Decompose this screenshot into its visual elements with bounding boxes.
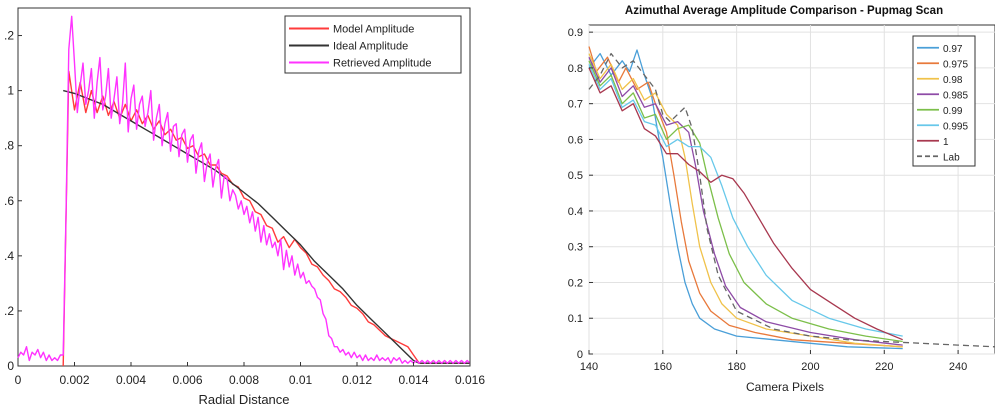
left-y-tick-label: .2 bbox=[4, 304, 14, 318]
right-y-tick-label: 0.3 bbox=[568, 242, 583, 254]
left-x-tick-label: 0.002 bbox=[59, 373, 89, 387]
right-y-tick-label: 0.2 bbox=[568, 277, 583, 289]
right-legend-label: Lab bbox=[943, 152, 960, 163]
left-lines bbox=[17, 15, 471, 367]
right-grid bbox=[588, 25, 995, 355]
right-legend-label: 0.975 bbox=[943, 59, 968, 70]
left-x-tick-label: 0.004 bbox=[116, 373, 146, 387]
left-x-ticks: 0 0.002 0.004 0.006 0.008 0.01 0.012 0.014 0.016 bbox=[15, 362, 485, 387]
right-y-tick-label: 0.5 bbox=[568, 170, 583, 182]
right-x-tick-label: 220 bbox=[875, 361, 893, 373]
right-series-line bbox=[588, 49, 903, 350]
right-chart-title: Azimuthal Average Amplitude Comparison -… bbox=[625, 5, 943, 17]
right-legend-box bbox=[912, 35, 976, 167]
left-series-line bbox=[63, 89, 470, 364]
left-y-tick-label: 1 bbox=[7, 84, 14, 98]
left-x-tick-label: 0.014 bbox=[398, 373, 428, 387]
left-x-tick-label: 0.012 bbox=[342, 373, 372, 387]
right-series-line bbox=[588, 60, 903, 343]
right-y-tick-label: 0.9 bbox=[568, 27, 583, 39]
right-series-line bbox=[588, 64, 903, 337]
right-legend-label: 0.99 bbox=[943, 106, 963, 117]
left-x-axis-label: Radial Distance bbox=[198, 392, 289, 407]
right-x-tick-label: 180 bbox=[727, 361, 745, 373]
left-chart: 0 0.002 0.004 0.006 0.008 0.01 0.012 0.014 0.016… bbox=[4, 7, 485, 407]
left-y-ticks: 0 .2 .4 .6 .8 1 .2 bbox=[4, 29, 22, 373]
right-legend-label: 0.98 bbox=[943, 75, 963, 86]
right-x-axis-label: Camera Pixels bbox=[746, 380, 824, 394]
right-x-tick-label: 240 bbox=[949, 361, 967, 373]
left-legend-label: Model Amplitude bbox=[333, 24, 414, 36]
left-y-tick-label: .6 bbox=[4, 194, 14, 208]
right-legend-label: 1 bbox=[943, 137, 949, 148]
right-x-ticks: 140 160 180 200 220 240 bbox=[580, 350, 967, 373]
right-legend-label: 0.985 bbox=[943, 90, 968, 101]
right-legend: 0.97 0.975 0.98 0.985 0.99 0.995 1 Lab bbox=[912, 35, 976, 167]
left-x-tick-label: 0.006 bbox=[172, 373, 202, 387]
right-chart: Azimuthal Average Amplitude Comparison -… bbox=[568, 5, 995, 394]
left-y-tick-label: .2 bbox=[4, 29, 14, 43]
left-y-tick-label: 0 bbox=[7, 359, 14, 373]
left-legend-label: Ideal Amplitude bbox=[333, 41, 408, 53]
left-x-tick-label: 0.016 bbox=[455, 373, 485, 387]
right-x-tick-label: 200 bbox=[801, 361, 819, 373]
left-legend-label: Retrieved Amplitude bbox=[333, 58, 431, 70]
right-legend-label: 0.995 bbox=[943, 121, 968, 132]
left-y-tick-label: .8 bbox=[4, 139, 14, 153]
right-y-tick-label: 0.6 bbox=[568, 134, 583, 146]
right-x-tick-label: 160 bbox=[654, 361, 672, 373]
right-y-tick-label: 0.7 bbox=[568, 99, 583, 111]
right-x-tick-label: 140 bbox=[580, 361, 598, 373]
right-series-line bbox=[588, 67, 903, 341]
left-x-tick-label: 0.01 bbox=[289, 373, 313, 387]
right-series-line bbox=[588, 53, 903, 348]
right-y-tick-label: 0.1 bbox=[568, 313, 583, 325]
right-series-line bbox=[588, 56, 903, 346]
right-y-tick-label: 0.4 bbox=[568, 206, 583, 218]
right-lines bbox=[588, 46, 995, 350]
right-y-tick-label: 0 bbox=[577, 349, 583, 361]
left-legend-box bbox=[284, 15, 462, 74]
left-x-tick-label: 0 bbox=[15, 373, 22, 387]
right-y-ticks: 0 0.1 0.2 0.3 0.4 0.5 0.6 0.7 0.8 0.9 bbox=[568, 27, 593, 361]
left-x-tick-label: 0.008 bbox=[229, 373, 259, 387]
left-legend: Model Amplitude Ideal Amplitude Retrieved … bbox=[284, 15, 462, 74]
left-series-line bbox=[62, 70, 470, 367]
left-series-line bbox=[17, 15, 471, 364]
right-y-tick-label: 0.8 bbox=[568, 63, 583, 75]
right-legend-label: 0.97 bbox=[943, 44, 963, 55]
left-y-tick-label: .4 bbox=[4, 249, 14, 263]
